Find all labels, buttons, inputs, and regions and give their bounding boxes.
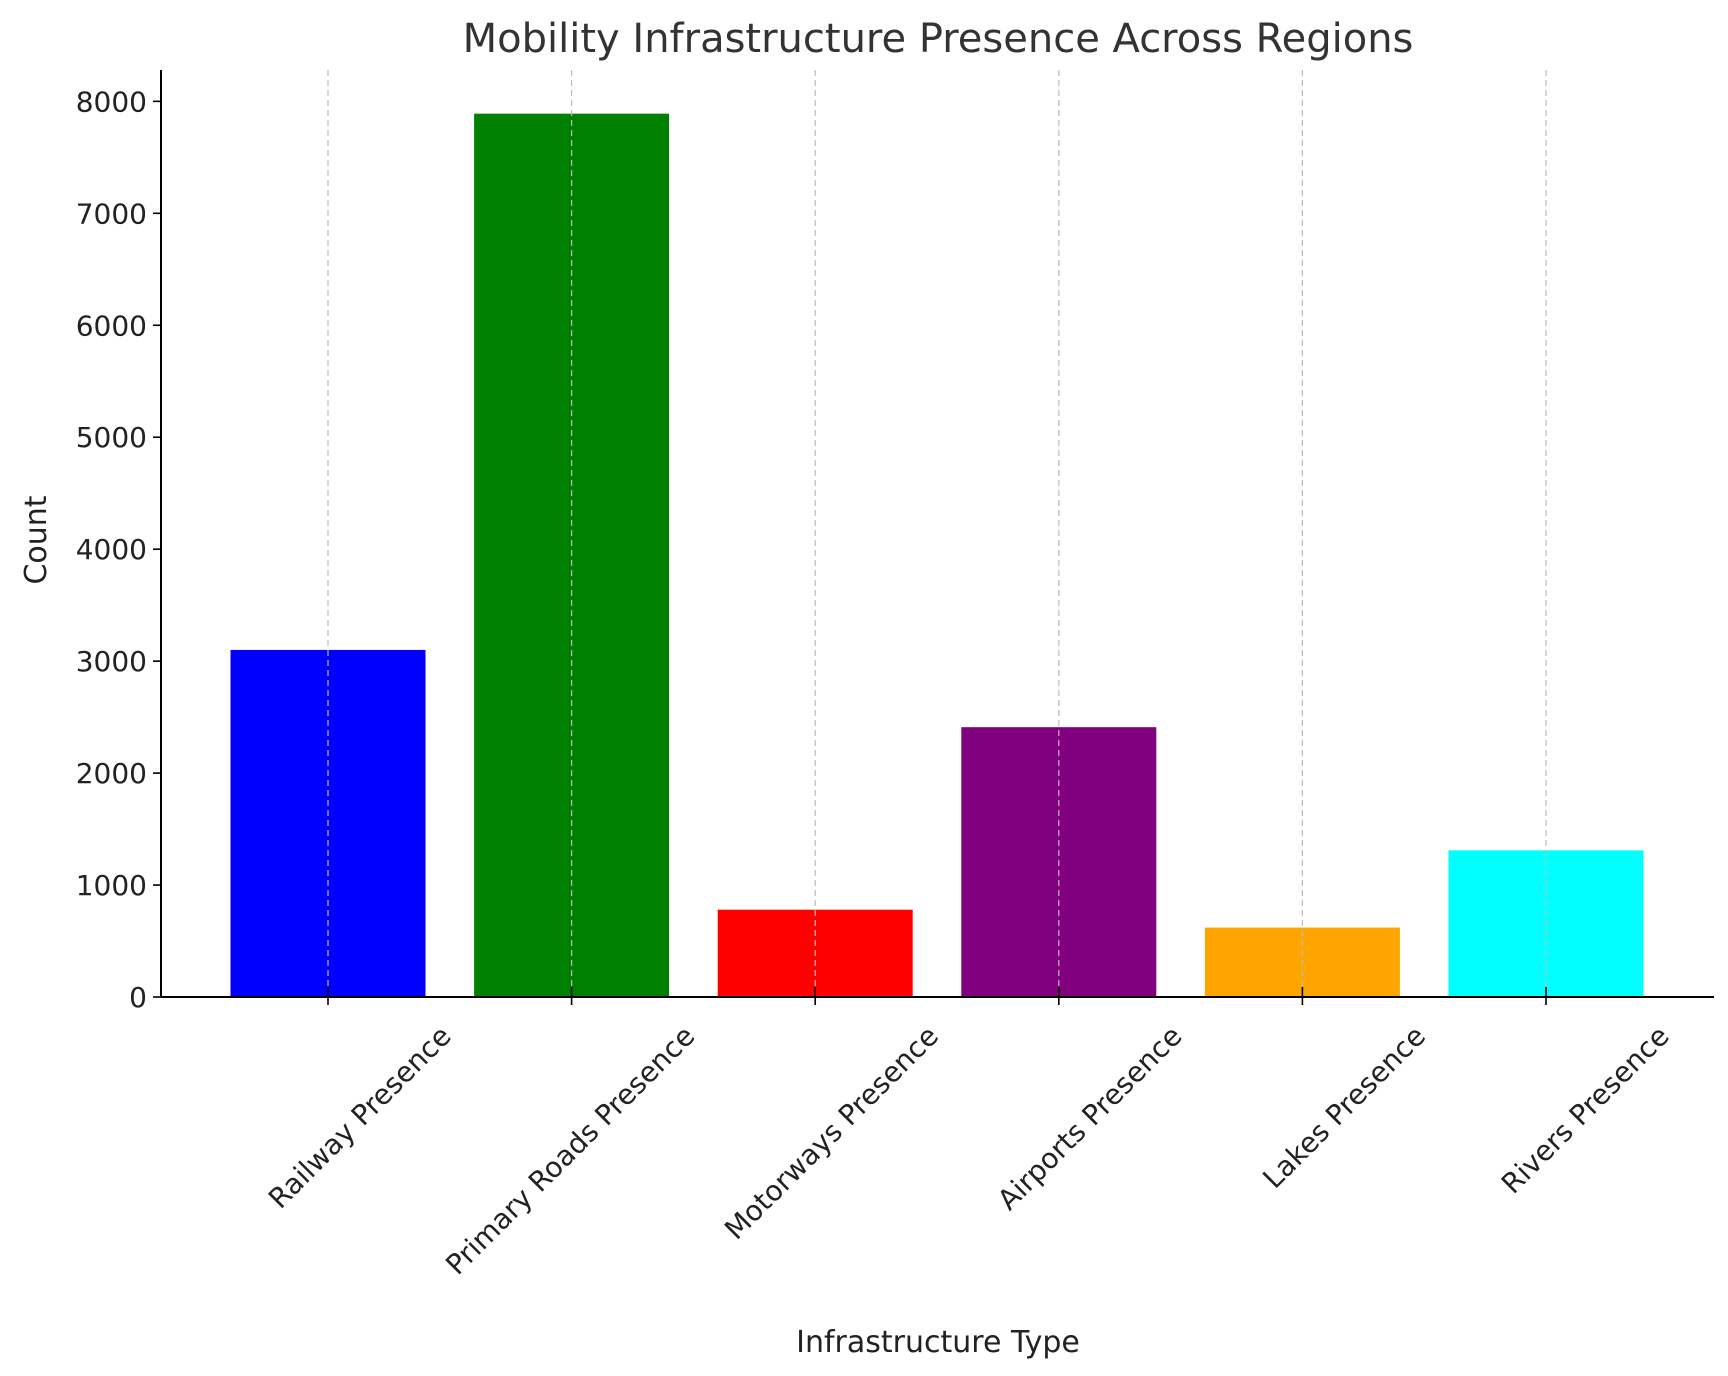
- bars-layer: [230, 113, 1644, 998]
- x-tick-label: Rivers Presence: [1495, 1019, 1676, 1200]
- x-tick-label: Motorways Presence: [718, 1019, 945, 1246]
- x-tick-label: Airports Presence: [991, 1019, 1188, 1216]
- x-tick-label: Primary Roads Presence: [439, 1019, 701, 1281]
- y-tick-label: 8000: [76, 85, 147, 118]
- y-tick-label: 7000: [76, 197, 147, 230]
- axes-layer: [160, 70, 1714, 998]
- y-tick-label: 4000: [76, 533, 147, 566]
- x-tick-label: Lakes Presence: [1256, 1019, 1432, 1195]
- y-tick-label: 5000: [76, 421, 147, 454]
- y-tick-label: 1000: [76, 869, 147, 902]
- y-axis-label: Count: [19, 495, 54, 584]
- chart-title: Mobility Infrastructure Presence Across …: [463, 16, 1414, 62]
- y-tick-label: 6000: [76, 309, 147, 342]
- y-tick-label: 2000: [76, 757, 147, 790]
- y-tick-label: 3000: [76, 645, 147, 678]
- x-tick-label: Railway Presence: [262, 1019, 458, 1215]
- y-ticks: 0 1000 2000 3000 4000 5000 6000 7000 8000: [76, 85, 161, 1014]
- x-axis-label: Infrastructure Type: [796, 1325, 1080, 1360]
- y-tick-label: 0: [129, 981, 147, 1014]
- grid-layer: [327, 70, 1547, 997]
